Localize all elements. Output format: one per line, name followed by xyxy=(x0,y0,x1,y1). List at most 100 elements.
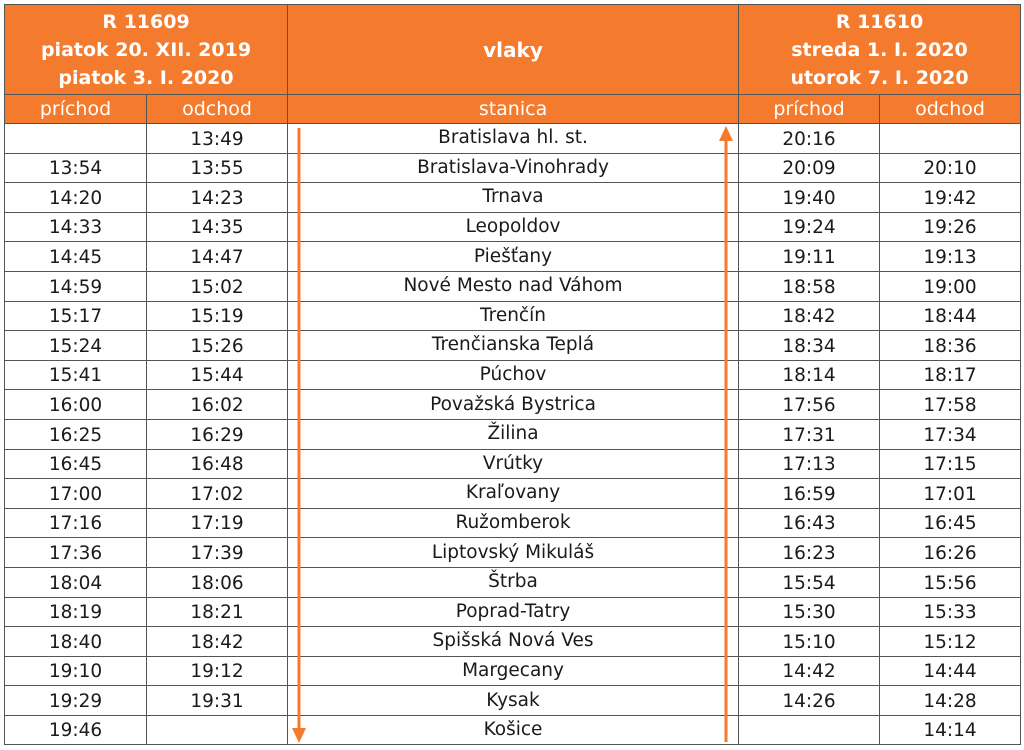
timetable-row: 14:59 15:02 Nové Mesto nad Váhom 18:58 19:00 xyxy=(4,270,1022,302)
departure-left-cell: 15:02 xyxy=(145,270,289,302)
arrival-right-cell: 17:31 xyxy=(738,418,881,450)
arrival-left-cell: 16:45 xyxy=(4,448,147,480)
departure-left-cell: 19:12 xyxy=(145,655,289,687)
departure-left-cell: 13:49 xyxy=(145,123,289,154)
departure-right-cell: 20:10 xyxy=(879,152,1022,184)
timetable-row: 18:19 18:21 Poprad-Tatry 15:30 15:33 xyxy=(4,596,1022,628)
col-arrival-left: príchod xyxy=(4,94,147,124)
station-cell: Piešťany xyxy=(287,241,740,272)
col-station: stanica xyxy=(287,94,740,124)
header-row: R 11609 piatok 20. XII. 2019 piatok 3. I… xyxy=(3,4,1022,95)
station-cell: Poprad-Tatry xyxy=(287,596,740,628)
left-train-date-2: piatok 3. I. 2020 xyxy=(58,66,234,89)
departure-right-cell: 19:26 xyxy=(879,211,1022,243)
arrival-right-cell: 16:43 xyxy=(738,507,881,539)
arrival-left-cell: 15:24 xyxy=(4,330,147,361)
departure-left-cell: 14:35 xyxy=(145,211,289,243)
arrival-right-cell: 14:42 xyxy=(738,655,881,687)
station-cell: Žilina xyxy=(287,418,740,450)
departure-right-cell: 18:17 xyxy=(879,359,1022,391)
departure-left-cell: 16:02 xyxy=(145,389,289,420)
right-train-header: R 11610 streda 1. I. 2020 utorok 7. I. 2… xyxy=(738,4,1022,95)
station-cell: Margecany xyxy=(287,655,740,687)
station-cell: Nové Mesto nad Váhom xyxy=(287,270,740,302)
col-arrival-right: príchod xyxy=(738,94,881,124)
arrival-right-cell: 18:58 xyxy=(738,270,881,302)
timetable-row: 17:16 17:19 Ružomberok 16:43 16:45 xyxy=(4,507,1022,539)
arrival-left-cell: 14:59 xyxy=(4,270,147,302)
departure-left-cell: 15:19 xyxy=(145,300,289,332)
timetable-row: 17:00 17:02 Kraľovany 16:59 17:01 xyxy=(4,478,1022,509)
departure-left-cell: 16:48 xyxy=(145,448,289,480)
arrival-right-cell: 19:11 xyxy=(738,241,881,272)
station-cell: Vrútky xyxy=(287,448,740,480)
timetable-table: R 11609 piatok 20. XII. 2019 piatok 3. I… xyxy=(3,4,1022,746)
station-cell: Štrba xyxy=(287,566,740,598)
trains-title: vlaky xyxy=(287,4,740,95)
arrival-left-cell: 19:10 xyxy=(4,655,147,687)
arrival-right-cell: 17:13 xyxy=(738,448,881,480)
station-cell: Liptovský Mikuláš xyxy=(287,537,740,568)
arrival-right-cell: 17:56 xyxy=(738,389,881,420)
timetable-row: 14:33 14:35 Leopoldov 19:24 19:26 xyxy=(4,211,1022,243)
departure-right-cell: 17:01 xyxy=(879,478,1022,509)
arrival-right-cell: 19:40 xyxy=(738,182,881,213)
timetable-row: 19:46 Košice 14:14 xyxy=(4,714,1022,746)
departure-left-cell: 14:23 xyxy=(145,182,289,213)
station-cell: Trenčianska Teplá xyxy=(287,330,740,361)
arrival-left-cell: 18:04 xyxy=(4,566,147,598)
station-cell: Púchov xyxy=(287,359,740,391)
departure-right-cell: 17:58 xyxy=(879,389,1022,420)
departure-right-cell: 14:14 xyxy=(879,714,1022,746)
timetable-row: 18:04 18:06 Štrba 15:54 15:56 xyxy=(4,566,1022,598)
departure-left-cell xyxy=(145,714,289,746)
departure-right-cell: 15:56 xyxy=(879,566,1022,598)
station-cell: Košice xyxy=(287,714,740,746)
arrival-right-cell: 20:16 xyxy=(738,123,881,154)
left-train-number: R 11609 xyxy=(102,10,190,33)
departure-right-cell: 14:44 xyxy=(879,655,1022,687)
arrival-left-cell: 15:41 xyxy=(4,359,147,391)
timetable-row: 13:54 13:55 Bratislava-Vinohrady 20:09 20:10 xyxy=(4,152,1022,184)
timetable-row: 17:36 17:39 Liptovský Mikuláš 16:23 16:26 xyxy=(4,537,1022,568)
timetable-row: 15:41 15:44 Púchov 18:14 18:17 xyxy=(4,359,1022,391)
timetable-row: 16:00 16:02 Považská Bystrica 17:56 17:58 xyxy=(4,389,1022,420)
timetable-row: 16:45 16:48 Vrútky 17:13 17:15 xyxy=(4,448,1022,480)
timetable-row: 14:45 14:47 Piešťany 19:11 19:13 xyxy=(4,241,1022,272)
right-train-number: R 11610 xyxy=(835,10,924,33)
arrival-left-cell: 14:33 xyxy=(4,211,147,243)
timetable-row: 16:25 16:29 Žilina 17:31 17:34 xyxy=(4,418,1022,450)
departure-right-cell: 15:12 xyxy=(879,626,1022,657)
departure-left-cell: 15:44 xyxy=(145,359,289,391)
timetable-row: 18:40 18:42 Spišská Nová Ves 15:10 15:12 xyxy=(4,626,1022,657)
arrival-left-cell: 16:00 xyxy=(4,389,147,420)
departure-left-cell: 17:39 xyxy=(145,537,289,568)
departure-left-cell: 18:42 xyxy=(145,626,289,657)
departure-right-cell: 17:34 xyxy=(879,418,1022,450)
arrival-right-cell: 18:34 xyxy=(738,330,881,361)
station-cell: Trnava xyxy=(287,182,740,213)
timetable-row: 19:10 19:12 Margecany 14:42 14:44 xyxy=(4,655,1022,687)
arrival-left-cell: 18:40 xyxy=(4,626,147,657)
arrival-left-cell: 17:36 xyxy=(4,537,147,568)
arrival-right-cell: 18:14 xyxy=(738,359,881,391)
right-train-date-2: utorok 7. I. 2020 xyxy=(790,66,969,89)
right-train-date-1: streda 1. I. 2020 xyxy=(791,38,968,61)
departure-left-cell: 17:02 xyxy=(145,478,289,509)
arrival-left-cell: 17:16 xyxy=(4,507,147,539)
departure-left-cell: 18:06 xyxy=(145,566,289,598)
arrival-left-cell: 18:19 xyxy=(4,596,147,628)
arrival-right-cell: 15:30 xyxy=(738,596,881,628)
timetable-row: 15:17 15:19 Trenčín 18:42 18:44 xyxy=(4,300,1022,332)
departure-left-cell: 16:29 xyxy=(145,418,289,450)
arrival-right-cell xyxy=(738,714,881,746)
departure-left-cell: 19:31 xyxy=(145,685,289,716)
departure-right-cell: 19:00 xyxy=(879,270,1022,302)
departure-left-cell: 13:55 xyxy=(145,152,289,184)
station-cell: Leopoldov xyxy=(287,211,740,243)
arrival-right-cell: 16:23 xyxy=(738,537,881,568)
arrival-right-cell: 16:59 xyxy=(738,478,881,509)
departure-right-cell: 19:42 xyxy=(879,182,1022,213)
col-departure-left: odchod xyxy=(145,94,289,124)
